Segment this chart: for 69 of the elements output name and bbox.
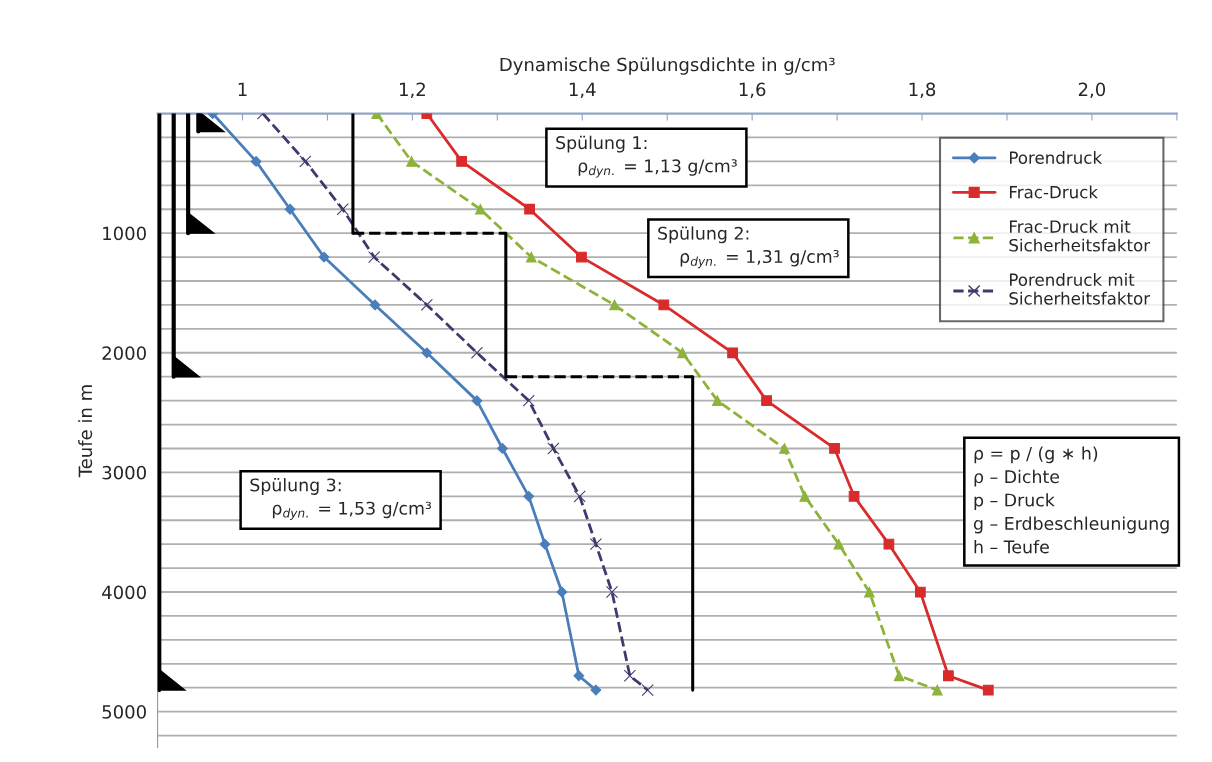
point [863,586,875,598]
point [539,538,551,550]
y-axis-title: Teufe in m [78,385,93,478]
point [914,586,926,598]
point [421,347,433,359]
point [284,203,296,215]
point [525,251,537,263]
point [833,538,845,550]
y-tick-label: 1000 [103,226,146,241]
legend-label: Porendruck mit Sicherheitsfaktor [1009,273,1151,305]
point [893,670,905,682]
point [641,684,654,697]
point [299,155,312,168]
point [250,155,262,167]
point [677,347,688,359]
point [829,443,840,454]
point [420,298,433,311]
x-tick-label: 2,0 [1078,82,1106,98]
point [573,490,586,503]
point [761,395,772,407]
point [470,346,484,359]
point [406,156,417,167]
point [848,490,860,502]
point [799,490,811,502]
x-tick-label: 1,4 [569,82,596,98]
y-tick-label: 3000 [102,465,146,480]
point [318,251,330,263]
annotation: ρ = p / (g ∗ h) ρ – Dichte p – Druck g – Erdbeschleunigung h – Teufe [973,446,1169,554]
point [623,669,636,682]
point [496,443,508,454]
point [456,156,468,167]
point [779,443,790,454]
x-tick-label: 1,6 [739,82,766,98]
point [524,203,535,215]
point [573,670,585,682]
point [547,442,560,455]
point [883,538,895,550]
point [369,299,381,311]
point [523,490,535,502]
legend-label: Porendruck [1009,151,1103,164]
point [576,251,587,263]
point [727,347,738,359]
y-tick-label: 5000 [102,705,146,719]
y-tick-label: 4000 [102,585,146,600]
point [474,203,486,215]
point [658,299,670,311]
y-tick-label: 2000 [102,346,146,360]
point [471,395,483,407]
x-axis-title: Dynamische Spülungsdichte in g/cm³ [500,57,835,75]
point [368,251,381,264]
annotation: Spülung 3: ρ$_{dyn.}$ = 1,53 g/cm³ [250,478,432,520]
x-tick-label: 1 [238,82,247,96]
x-tick-label: 1,2 [400,82,425,98]
point [982,684,994,696]
point [590,684,602,696]
legend-label: Frac-Druck mit Sicherheitsfaktor [1009,219,1151,252]
point [556,586,568,598]
legend-label: Frac-Druck [1009,185,1098,199]
point [522,394,535,407]
point [609,299,620,311]
point [931,684,943,696]
annotation: Spülung 2: ρ$_{dyn.}$ = 1,31 g/cm³ [658,226,839,269]
point [942,670,954,682]
x-tick-label: 1,8 [909,82,936,98]
point [605,585,619,599]
point [711,395,723,407]
point [589,538,602,551]
point [336,203,349,216]
annotation: Spülung 1: ρ$_{dyn.}$ = 1,13 g/cm³ [556,135,737,178]
